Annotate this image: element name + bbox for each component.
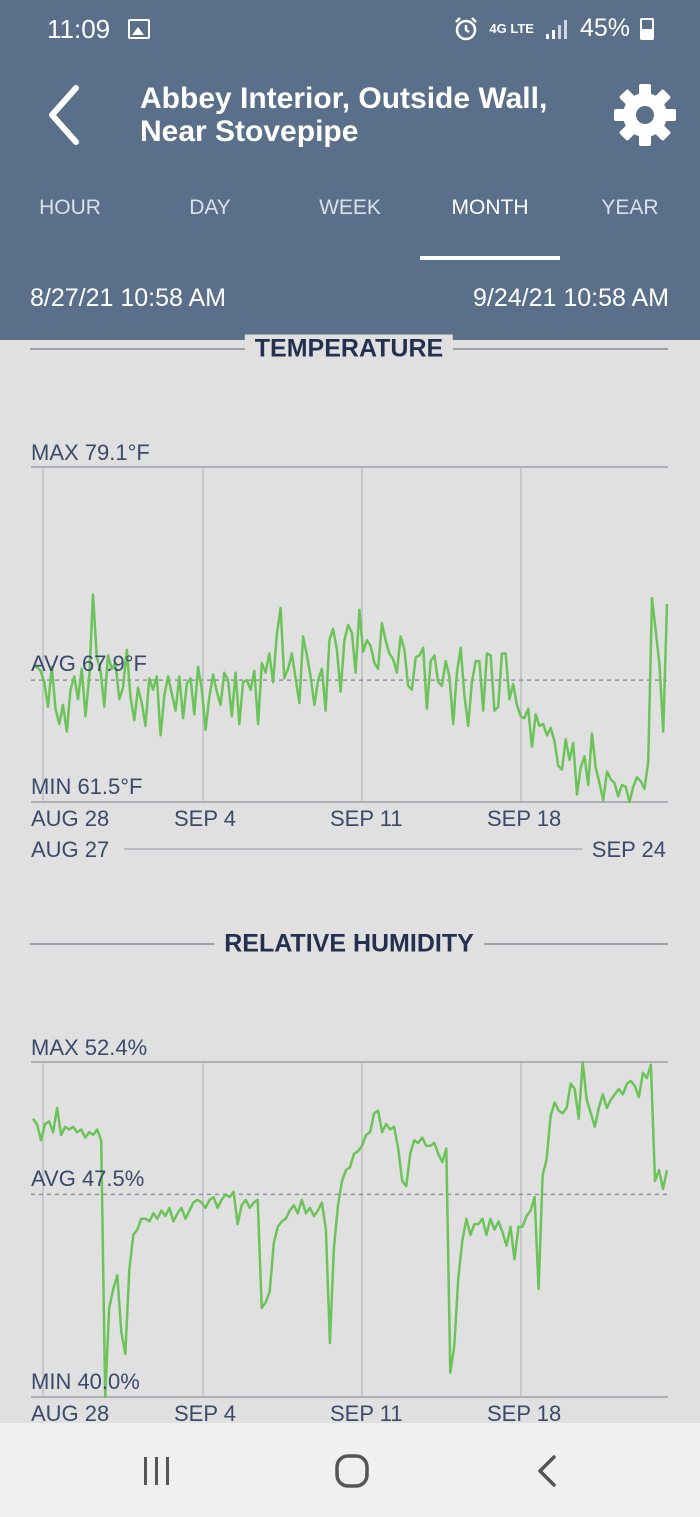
temperature-title: TEMPERATURE	[244, 334, 454, 364]
humidity-x-tick-1: SEP 4	[174, 1401, 236, 1423]
humidity-title: RELATIVE HUMIDITY	[214, 929, 484, 959]
android-nav-bar	[0, 1423, 700, 1517]
back-arrow-icon[interactable]	[40, 82, 90, 148]
tab-day[interactable]: DAY	[189, 196, 231, 219]
status-icons: 4G LTE 45%	[453, 14, 654, 43]
humidity-section-header: RELATIVE HUMIDITY	[30, 929, 668, 959]
battery-percent: 45%	[579, 14, 630, 42]
alarm-icon	[455, 16, 478, 40]
gear-icon[interactable]	[612, 82, 678, 148]
humidity-x-tick-2: SEP 11	[330, 1401, 403, 1423]
temperature-min-label: MIN 61.5°F	[31, 774, 143, 799]
range-start: 8/27/21 10:58 AM	[30, 284, 226, 312]
humidity-chart[interactable]: MAX 52.4% AVG 47.5% MIN 40.0% AUG 28 SEP…	[0, 1025, 700, 1423]
tab-hour[interactable]: HOUR	[39, 196, 101, 219]
temperature-series-line	[33, 593, 669, 804]
humidity-min-label: MIN 40.0%	[31, 1369, 140, 1394]
tab-year[interactable]: YEAR	[601, 196, 659, 219]
home-icon[interactable]	[332, 1451, 372, 1491]
status-time: 11:09	[47, 14, 111, 44]
signal-icon	[545, 19, 567, 39]
temperature-range-start: AUG 27	[31, 837, 109, 862]
temperature-grid	[31, 466, 668, 803]
humidity-avg-label: AVG 47.5%	[31, 1166, 144, 1191]
temperature-max-label: MAX 79.1°F	[31, 440, 150, 465]
recent-apps-icon[interactable]	[137, 1451, 177, 1491]
humidity-grid	[31, 1061, 668, 1398]
gallery-icon	[128, 19, 150, 39]
sensor-title: Abbey Interior, Outside Wall, Near Stove…	[140, 82, 548, 148]
temperature-section-header: TEMPERATURE	[30, 334, 668, 364]
tab-week[interactable]: WEEK	[319, 196, 381, 219]
temperature-x-tick-0: AUG 28	[31, 806, 109, 831]
app-header: 11:09 4G LTE 45% Abbey Interior, Outside…	[0, 0, 700, 340]
temperature-range-end: SEP 24	[592, 837, 666, 862]
humidity-max-label: MAX 52.4%	[31, 1035, 147, 1060]
humidity-x-tick-0: AUG 28	[31, 1401, 109, 1423]
battery-icon	[640, 17, 654, 40]
temperature-avg-label: AVG 67.9°F	[31, 651, 147, 676]
temperature-x-tick-1: SEP 4	[174, 806, 236, 831]
temperature-x-tick-3: SEP 18	[487, 806, 561, 831]
range-end: 9/24/21 10:58 AM	[473, 284, 669, 312]
tab-month[interactable]: MONTH	[451, 196, 529, 219]
temperature-chart[interactable]: MAX 79.1°F AVG 67.9°F MIN 61.5°F AUG 28 …	[0, 430, 700, 870]
humidity-x-tick-3: SEP 18	[487, 1401, 561, 1423]
back-icon[interactable]	[528, 1451, 568, 1491]
network-label: 4G LTE	[489, 21, 534, 36]
temperature-x-tick-2: SEP 11	[330, 806, 403, 831]
humidity-series-line	[31, 1060, 669, 1399]
range-tabs: HOUR DAY WEEK MONTH YEAR	[0, 196, 700, 266]
status-bar: 11:09 4G LTE 45%	[0, 0, 700, 62]
active-tab-indicator	[420, 256, 560, 260]
